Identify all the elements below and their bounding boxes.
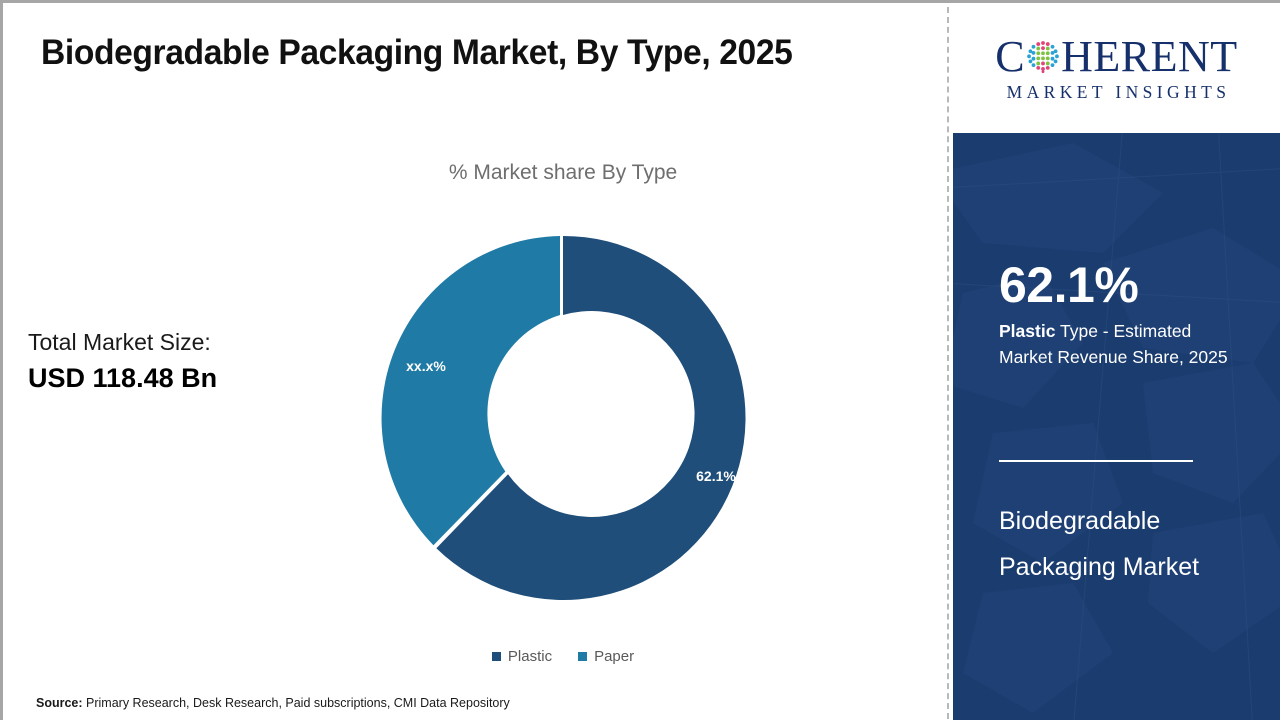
chart-panel: Biodegradable Packaging Market, By Type,…: [3, 3, 948, 720]
world-map-texture-icon: [953, 133, 1280, 720]
highlight-panel: 62.1% Plastic Type - Estimated Market Re…: [953, 133, 1280, 720]
donut-chart-svg: 62.1% xx.x%: [381, 235, 746, 600]
legend-swatch-icon: [491, 652, 501, 661]
stat-description: Plastic Type - Estimated Market Revenue …: [999, 318, 1235, 370]
legend-swatch-icon: [578, 652, 588, 661]
stat-value: 62.1%: [999, 257, 1139, 313]
source-label: Source:: [36, 696, 83, 710]
highlight-divider: [999, 460, 1193, 462]
donut-chart: 62.1% xx.x%: [378, 233, 748, 603]
highlight-content: 62.1% Plastic Type - Estimated Market Re…: [953, 133, 1280, 370]
donut-slice-paper[interactable]: [381, 236, 560, 546]
total-market-size-value: USD 118.48 Bn: [28, 363, 218, 393]
logo-tagline: MARKET INSIGHTS: [1006, 81, 1231, 102]
legend-item-plastic[interactable]: Plastic: [491, 648, 553, 665]
stat-description-emphasis: Plastic: [999, 321, 1056, 341]
source-text: Primary Research, Desk Research, Paid su…: [82, 696, 510, 710]
total-market-size-label: Total Market Size:: [28, 329, 211, 355]
brand-logo[interactable]: C: [953, 3, 1280, 133]
total-market-size-block: Total Market Size: USD 118.48 Bn: [28, 325, 328, 397]
slice-label-plastic: 62.1%: [696, 468, 736, 484]
logo-wordmark: C: [995, 34, 1237, 80]
legend-label-paper: Paper: [594, 648, 635, 665]
page-title: Biodegradable Packaging Market, By Type,…: [41, 33, 793, 72]
chart-legend: Plastic Paper: [3, 648, 1123, 665]
slice-label-paper: xx.x%: [406, 358, 446, 374]
globe-dots-icon: [1027, 40, 1060, 73]
logo-letter-c: C: [995, 31, 1026, 81]
chart-subtitle: % Market share By Type: [448, 161, 678, 184]
sidebar-panel: C: [953, 3, 1280, 720]
panel-divider: [947, 7, 949, 719]
market-name: Biodegradable Packaging Market: [999, 507, 1200, 581]
stat-description-rest: Type - Estimated Market Revenue Share, 2…: [999, 321, 1228, 367]
legend-item-paper[interactable]: Paper: [578, 648, 634, 665]
legend-label-plastic: Plastic: [507, 648, 553, 665]
source-note: Source: Primary Research, Desk Research,…: [36, 696, 510, 710]
logo-letters-herent: HERENT: [1061, 31, 1238, 81]
donut-slice-plastic[interactable]: [436, 235, 746, 600]
